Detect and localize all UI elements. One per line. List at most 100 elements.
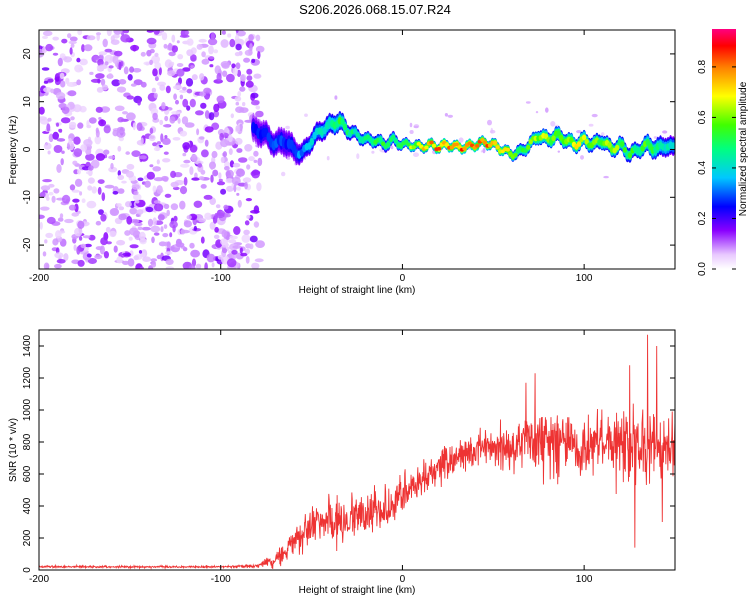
noise-blob <box>653 136 658 139</box>
noise-blob <box>128 236 133 241</box>
noise-blob <box>286 157 291 160</box>
noise-blob <box>153 92 158 99</box>
noise-blob <box>161 32 168 41</box>
noise-blob <box>185 30 190 35</box>
y-tick-label: -20 <box>22 237 33 252</box>
ridge-cell <box>505 147 510 152</box>
noise-blob <box>97 78 101 84</box>
colorbar-gradient <box>712 29 736 269</box>
noise-blob <box>253 150 259 157</box>
noise-blob <box>130 83 137 87</box>
noise-blob <box>234 52 241 57</box>
noise-blob <box>52 36 59 41</box>
noise-blob <box>68 121 77 129</box>
noise-blob <box>172 224 176 233</box>
noise-blob <box>239 86 246 92</box>
noise-blob <box>165 266 174 269</box>
noise-blob <box>43 80 49 84</box>
noise-blob <box>126 163 135 170</box>
noise-blob <box>61 150 65 154</box>
noise-blob <box>213 49 219 54</box>
ridge-cell <box>559 134 564 141</box>
noise-blob <box>233 184 237 193</box>
noise-blob <box>356 153 360 160</box>
noise-blob <box>170 203 179 211</box>
noise-blob <box>117 145 122 152</box>
noise-blob <box>126 216 133 225</box>
noise-blob <box>203 194 213 200</box>
noise-blob <box>152 68 158 77</box>
ridge-cell <box>403 140 409 144</box>
noise-blob <box>189 98 196 108</box>
y-tick-label: -10 <box>22 190 33 205</box>
noise-blob <box>107 73 114 79</box>
noise-blob <box>48 183 55 188</box>
noise-blob <box>221 30 226 35</box>
noise-blob <box>146 30 154 33</box>
noise-blob <box>232 245 242 249</box>
noise-blob <box>251 58 256 64</box>
noise-blob <box>234 96 242 102</box>
noise-blob <box>138 250 143 254</box>
noise-blob <box>186 105 191 111</box>
noise-blob <box>194 172 198 179</box>
noise-blob <box>193 225 197 231</box>
noise-blob <box>152 142 158 147</box>
noise-blob <box>334 95 338 100</box>
noise-blob <box>246 164 251 170</box>
noise-blob <box>45 232 54 238</box>
noise-blob <box>64 218 74 224</box>
noise-blob <box>186 215 192 220</box>
ridge-cell <box>627 152 633 159</box>
noise-blob <box>63 253 69 261</box>
noise-blob <box>228 134 233 143</box>
noise-blob <box>186 38 194 46</box>
noise-blob <box>117 188 125 194</box>
noise-blob <box>116 256 123 264</box>
noise-blob <box>98 117 102 120</box>
x-tick-label: 0 <box>400 273 406 284</box>
noise-blob <box>57 217 64 222</box>
snr-frame <box>38 329 676 571</box>
noise-blob <box>217 255 224 260</box>
noise-blob <box>95 73 105 79</box>
noise-blob <box>255 110 264 118</box>
noise-blob <box>164 59 173 69</box>
noise-blob <box>52 52 59 56</box>
noise-blob <box>220 139 229 148</box>
noise-blob <box>256 182 262 192</box>
noise-blob <box>113 30 123 35</box>
noise-blob <box>231 249 238 255</box>
noise-blob <box>210 32 215 41</box>
noise-blob <box>95 127 99 134</box>
noise-blob <box>216 95 225 104</box>
noise-blob <box>177 54 184 60</box>
noise-blob <box>125 112 136 121</box>
noise-blob <box>212 169 219 177</box>
noise-blob <box>216 72 222 82</box>
noise-blob <box>186 49 194 57</box>
noise-blob <box>73 136 81 145</box>
noise-blob <box>235 43 242 51</box>
noise-blob <box>253 159 258 163</box>
noise-blob <box>79 58 88 66</box>
noise-blob <box>255 240 265 249</box>
x-tick-label: 100 <box>576 574 593 585</box>
noise-blob <box>489 129 496 134</box>
noise-blob <box>61 38 68 44</box>
ridge-cell <box>569 137 574 144</box>
noise-blob <box>173 85 183 90</box>
noise-blob <box>140 51 146 57</box>
noise-blob <box>56 164 62 173</box>
noise-blob <box>120 34 131 43</box>
noise-blob <box>114 105 125 112</box>
noise-blob <box>100 237 108 246</box>
noise-blob <box>52 238 59 246</box>
noise-blob <box>117 170 122 177</box>
noise-blob <box>105 226 111 233</box>
noise-blob <box>209 64 214 68</box>
noise-blob <box>46 123 51 132</box>
noise-blob <box>243 57 251 63</box>
noise-blob <box>245 198 252 202</box>
